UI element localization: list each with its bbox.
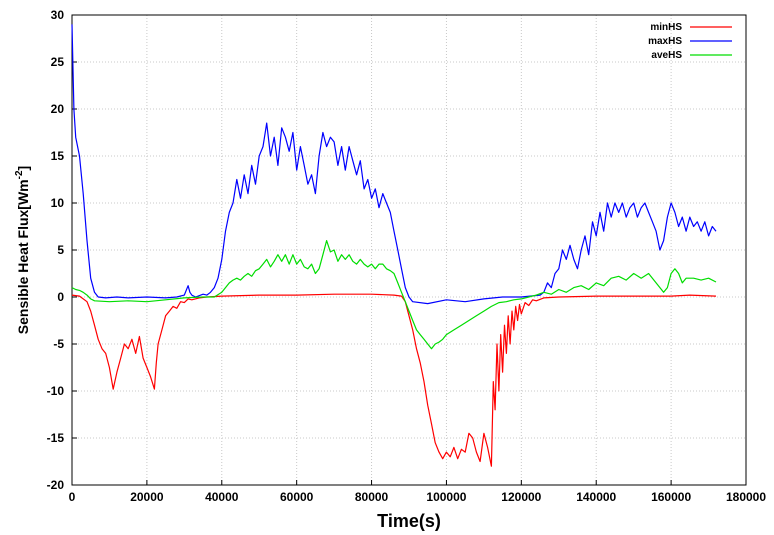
x-tick-label: 60000 [280, 490, 314, 504]
x-tick-label: 140000 [576, 490, 616, 504]
y-axis-title-superscript: -2 [14, 170, 25, 179]
legend: minHS maxHS aveHS [648, 22, 732, 61]
x-tick-label: 120000 [501, 490, 541, 504]
y-tick-label: 15 [51, 149, 65, 163]
x-axis-ticks: 0 20000 40000 60000 80000 100000 120000 140000 1… [69, 480, 766, 504]
series-line-minHS [71, 293, 717, 467]
legend-label-maxHS: maxHS [648, 36, 682, 47]
y-tick-label: 10 [51, 196, 65, 210]
y-tick-label: 30 [51, 8, 65, 22]
x-axis-title: Time(s) [377, 511, 441, 531]
x-tick-label: 100000 [426, 490, 466, 504]
legend-label-minHS: minHS [650, 22, 682, 33]
y-tick-label: 25 [51, 55, 65, 69]
y-tick-label: 0 [57, 290, 64, 304]
y-axis-title-close: ] [15, 166, 31, 171]
y-axis-title-main: Sensible Heat Flux[Wm [15, 179, 31, 334]
grid-lines [72, 15, 746, 485]
y-tick-label: 5 [57, 243, 64, 257]
x-tick-label: 80000 [355, 490, 389, 504]
y-tick-label: -5 [53, 337, 64, 351]
y-tick-label: 20 [51, 102, 65, 116]
x-tick-label: 160000 [651, 490, 691, 504]
x-tick-label: 180000 [726, 490, 766, 504]
series-lines [71, 24, 717, 467]
series-line-aveHS [71, 240, 717, 350]
y-tick-label: -20 [47, 478, 65, 492]
y-axis-ticks: -20 -15 -10 -5 0 5 10 15 20 25 30 [47, 8, 77, 492]
y-tick-label: -15 [47, 431, 65, 445]
y-tick-label: -10 [47, 384, 65, 398]
y-axis-title: Sensible Heat Flux[Wm-2] [14, 166, 31, 334]
x-tick-label: 20000 [130, 490, 164, 504]
x-tick-label: 0 [69, 490, 76, 504]
legend-label-aveHS: aveHS [651, 50, 682, 61]
series-line-maxHS [71, 24, 717, 305]
x-tick-label: 40000 [205, 490, 239, 504]
